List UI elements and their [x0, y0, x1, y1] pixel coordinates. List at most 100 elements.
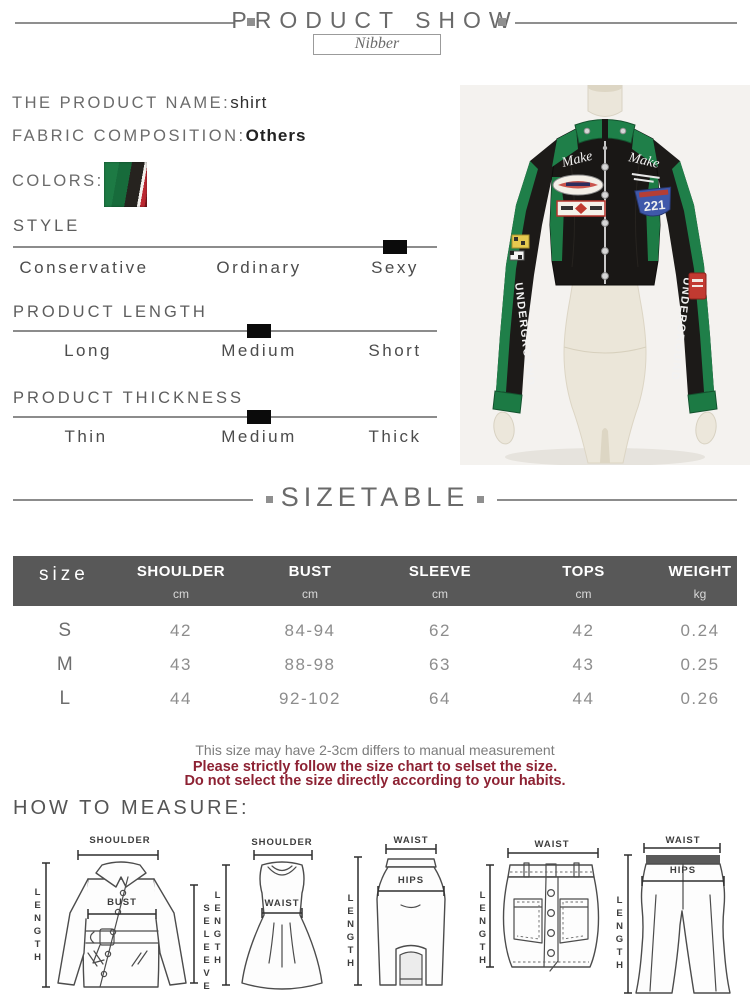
mannequin-torso: [563, 280, 647, 464]
col-name: SLEEVE: [408, 563, 472, 580]
square-bullet-icon: [498, 18, 506, 26]
table-row-s: S 42 84-94 62 42 0.24: [13, 614, 737, 648]
col-header-weight: WEIGHT kg: [663, 556, 737, 606]
measure-label-shoulder: SHOULDER: [251, 837, 313, 848]
length-option-long: Long: [64, 341, 112, 360]
attribute-title-thickness: PRODUCT THICKNESS: [13, 389, 245, 407]
diagram-jacket: SHOULDER LENGTH BUST SELEEVE: [30, 835, 212, 1000]
cell-bust: 84-94: [284, 621, 336, 640]
how-to-measure-heading: HOW TO MEASURE:: [13, 797, 250, 819]
cell-weight: 0.25: [680, 655, 720, 674]
patch-make-right: Make: [626, 150, 661, 172]
page-title: PRODUCT SHOW: [231, 7, 519, 33]
color-swatch: [104, 162, 147, 207]
diagram-dress: SHOULDER LENGTH WAIST: [212, 835, 352, 1000]
thickness-option-thin: Thin: [64, 427, 108, 446]
col-header-shoulder: SHOULDER cm: [118, 556, 244, 606]
measure-label-hips: HIPS: [669, 865, 697, 876]
product-name-value: shirt: [230, 93, 268, 112]
col-name: TOPS: [562, 563, 605, 580]
measure-label-length: LENGTH: [212, 890, 223, 968]
col-name: WEIGHT: [668, 563, 732, 580]
patch-221-badge: 221: [634, 186, 672, 217]
square-bullet-icon: [477, 496, 484, 503]
diagram-pencil-skirt: WAIST HIPS LENGTH: [345, 835, 470, 1000]
attribute-scale-line: [13, 330, 437, 332]
col-unit: cm: [575, 587, 592, 601]
style-option-sexy: Sexy: [371, 258, 419, 277]
size-table-header: size SHOULDER cm BUST cm SLEEVE cm TOPS …: [13, 556, 737, 606]
jacket-collar: [574, 119, 636, 144]
brand-name: Nibber: [354, 35, 400, 52]
cell-size: S: [58, 620, 73, 641]
cell-bust: 88-98: [284, 655, 336, 674]
cell-bust: 92-102: [279, 689, 341, 708]
col-unit: cm: [432, 587, 448, 601]
cell-tops: 42: [572, 621, 595, 640]
length-option-short: Short: [368, 341, 422, 360]
fabric-label: FABRIC COMPOSITION:: [12, 127, 246, 145]
header-divider-line-right: [515, 22, 737, 24]
sizetable-title: SIZETABLE: [280, 482, 470, 512]
cell-sleeve: 64: [429, 689, 451, 708]
attribute-marker-thickness: [247, 410, 271, 424]
cell-shoulder: 43: [170, 655, 192, 674]
size-note-warning-2: Do not select the size directly accordin…: [184, 773, 566, 789]
attribute-title-style: STYLE: [13, 217, 81, 235]
product-photo: UNDERGROUND UNDERGROUND: [460, 82, 750, 466]
thickness-option-medium: Medium: [221, 427, 297, 446]
cell-size: M: [56, 654, 75, 675]
measure-diagrams: SHOULDER LENGTH BUST SELEEVE SHOULDER LE…: [0, 835, 750, 1000]
measure-label-bust: BUST: [107, 897, 137, 908]
patch-221-text: 221: [643, 197, 666, 214]
measure-label-length: LENGTH: [614, 895, 625, 973]
col-name: BUST: [288, 563, 332, 580]
cell-weight: 0.24: [680, 621, 720, 640]
style-option-ordinary: Ordinary: [216, 258, 302, 277]
measure-label-hips: HIPS: [397, 875, 425, 886]
table-row-l: L 44 92-102 64 44 0.26: [13, 682, 737, 716]
col-header-size: size: [39, 564, 89, 585]
fabric-value: Others: [245, 126, 307, 145]
size-table: size SHOULDER cm BUST cm SLEEVE cm TOPS …: [13, 556, 737, 716]
col-unit: cm: [173, 587, 189, 601]
brand-badge: Nibber: [313, 34, 441, 55]
cell-sleeve: 62: [429, 621, 451, 640]
mannequin-neck: [587, 82, 623, 117]
attribute-scale-line: [13, 246, 437, 248]
measure-label-length: LENGTH: [32, 887, 43, 965]
length-option-medium: Medium: [221, 341, 297, 360]
cell-size: L: [59, 688, 72, 709]
style-option-conservative: Conservative: [19, 258, 149, 277]
cell-shoulder: 42: [170, 621, 192, 640]
size-note-warning-1: Please strictly follow the size chart to…: [192, 759, 558, 775]
col-header-bust: BUST cm: [244, 556, 376, 606]
fabric-row: FABRIC COMPOSITION:Others: [12, 126, 306, 146]
cell-sleeve: 63: [429, 655, 451, 674]
colors-row: COLORS:: [12, 172, 104, 191]
attribute-title-length: PRODUCT LENGTH: [13, 303, 208, 321]
measure-label-length: LENGTH: [345, 893, 356, 971]
measure-label-sleeve: SELEEVE: [201, 903, 212, 994]
measure-label-waist: WAIST: [665, 835, 701, 846]
mannequin-hand-left: [493, 411, 515, 445]
col-unit: cm: [302, 587, 318, 601]
size-note-measurement: This size may have 2-3cm differs to manu…: [195, 742, 555, 758]
attribute-marker-length: [247, 324, 271, 338]
col-header-sleeve: SLEEVE cm: [376, 556, 504, 606]
header-divider-line-left: [15, 22, 235, 24]
table-row-m: M 43 88-98 63 43 0.25: [13, 648, 737, 682]
product-name-label: THE PRODUCT NAME:: [12, 94, 231, 112]
cell-tops: 44: [572, 689, 595, 708]
product-photo-illustration: UNDERGROUND UNDERGROUND: [460, 82, 750, 466]
sizetable-divider-left: [13, 499, 253, 501]
thickness-option-thick: Thick: [368, 427, 422, 446]
square-bullet-icon: [247, 18, 255, 26]
cell-weight: 0.26: [680, 689, 720, 708]
measure-label-waist: WAIST: [534, 839, 570, 850]
measure-label-shoulder: SHOULDER: [89, 835, 151, 846]
measure-label-waist: WAIST: [393, 835, 429, 846]
diagram-pants: WAIST HIPS LENGTH: [614, 835, 750, 1000]
attribute-marker-style: [383, 240, 407, 254]
